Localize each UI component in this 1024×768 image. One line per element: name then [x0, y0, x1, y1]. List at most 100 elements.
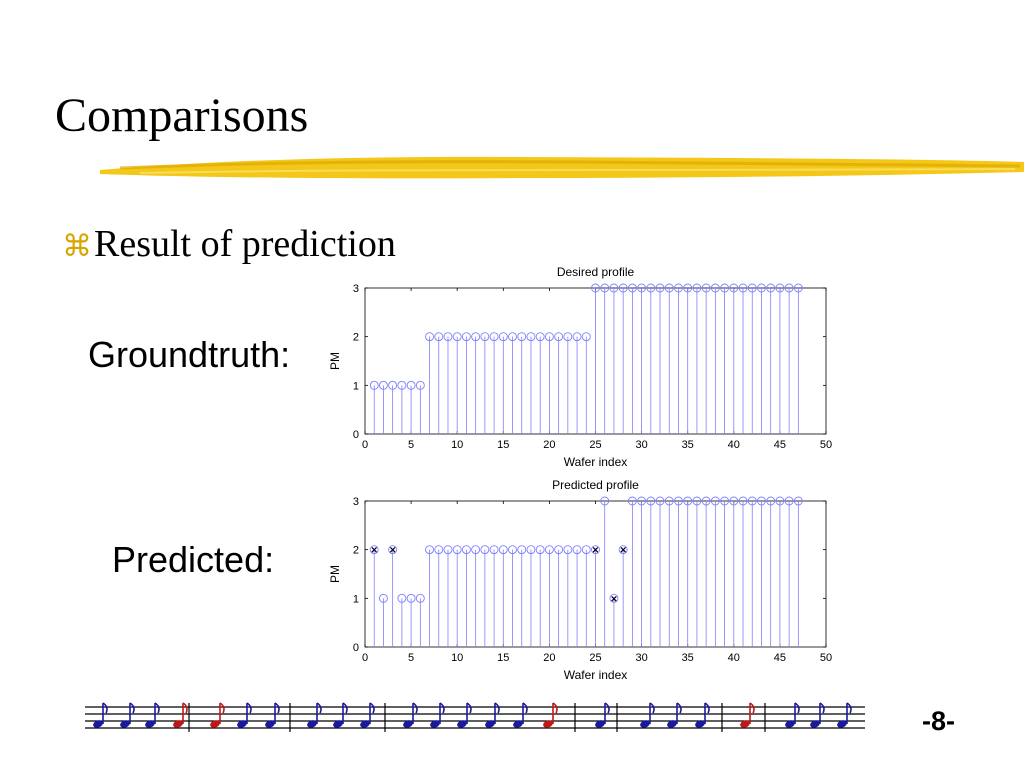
- music-note-head-icon: [485, 720, 495, 728]
- music-note-flag-icon: [129, 702, 135, 714]
- stem-marker: [471, 545, 481, 555]
- y-tick-label: 0: [353, 642, 359, 654]
- stem-marker: [508, 332, 517, 342]
- stem-marker: [655, 496, 665, 506]
- music-note-flag-icon: [522, 702, 528, 714]
- stem-marker: [544, 332, 554, 342]
- slide-title: Comparisons: [55, 89, 309, 142]
- music-note-head-icon: [430, 720, 440, 728]
- stem-marker: [784, 283, 794, 293]
- music-note-flag-icon: [494, 702, 500, 714]
- stem-marker: [443, 332, 453, 342]
- music-note-head-icon: [265, 720, 275, 728]
- y-tick-label: 1: [353, 380, 359, 392]
- error-marker: ×: [389, 545, 395, 557]
- stem-marker: [581, 545, 591, 555]
- music-note-head-icon: [145, 720, 155, 728]
- stem-marker: [554, 332, 564, 342]
- stem-marker: [581, 332, 591, 342]
- music-note-flag-icon: [749, 702, 755, 714]
- stem-marker: [526, 332, 536, 342]
- stem-marker: [692, 283, 702, 293]
- y-tick-label: 3: [353, 496, 359, 508]
- stem-marker: [415, 380, 425, 390]
- y-tick-label: 2: [353, 332, 359, 344]
- x-tick-label: 30: [635, 439, 647, 451]
- stem-marker: [489, 545, 499, 555]
- stem-marker: [775, 496, 785, 506]
- music-note-head-icon: [837, 720, 847, 728]
- music-note-head-icon: [785, 720, 795, 728]
- stem-marker: [710, 496, 720, 506]
- stem-marker: [544, 545, 554, 555]
- x-tick-label: 35: [682, 652, 694, 664]
- music-note-head-icon: [667, 720, 677, 728]
- music-note-head-icon: [173, 720, 183, 728]
- music-note-flag-icon: [316, 702, 322, 714]
- music-note-head-icon: [120, 720, 130, 728]
- error-marker: ×: [611, 593, 617, 605]
- stem-marker: [627, 283, 637, 293]
- music-note-flag-icon: [154, 702, 160, 714]
- title-brush-underline: [100, 156, 1024, 179]
- x-axis-label: Wafer index: [564, 668, 628, 682]
- stem-marker: [609, 593, 619, 603]
- predicted-label: Predicted:: [112, 539, 275, 580]
- error-marker: ×: [620, 545, 626, 557]
- stem-marker: [563, 545, 573, 555]
- stem-marker: [526, 545, 536, 555]
- error-marker: ×: [371, 545, 377, 557]
- stem-marker: [517, 332, 527, 342]
- music-note-flag-icon: [552, 702, 558, 714]
- x-tick-label: 25: [589, 439, 601, 451]
- stem-marker: [498, 545, 508, 555]
- stem-marker: [618, 545, 628, 555]
- stem-marker: [757, 283, 766, 293]
- stem-marker: [397, 380, 407, 390]
- music-note-head-icon: [237, 720, 247, 728]
- music-note-head-icon: [210, 720, 220, 728]
- stem-marker: [784, 496, 794, 506]
- stem-marker: [738, 496, 748, 506]
- stem-marker: [443, 545, 453, 555]
- stem-marker: [655, 283, 665, 293]
- stem-marker: [674, 283, 683, 293]
- stem-marker: [572, 332, 582, 342]
- x-tick-label: 15: [497, 439, 509, 451]
- y-tick-label: 2: [353, 545, 359, 557]
- music-note-head-icon: [640, 720, 650, 728]
- stem-marker: [618, 283, 628, 293]
- stem-marker: [397, 593, 407, 603]
- music-note-head-icon: [740, 720, 750, 728]
- x-tick-label: 20: [543, 439, 555, 451]
- stem-marker: [480, 332, 490, 342]
- music-note-flag-icon: [846, 702, 852, 714]
- music-note-flag-icon: [412, 702, 418, 714]
- y-axis-label: PM: [328, 352, 342, 370]
- x-tick-label: 10: [451, 652, 463, 664]
- stem-marker: [729, 496, 739, 506]
- stem-marker: [609, 283, 619, 293]
- stem-marker: [434, 545, 444, 555]
- command-bullet-icon: ⌘: [62, 229, 92, 264]
- music-note-head-icon: [695, 720, 705, 728]
- stem-marker: [600, 496, 610, 506]
- stem-marker: [369, 545, 379, 555]
- music-note-flag-icon: [819, 702, 825, 714]
- page-number: -8-: [922, 706, 955, 736]
- music-note-flag-icon: [182, 702, 188, 714]
- music-note-flag-icon: [704, 702, 710, 714]
- stem-marker: [701, 283, 711, 293]
- stem-marker: [369, 380, 379, 390]
- x-tick-label: 50: [820, 439, 832, 451]
- stem-marker: [729, 283, 739, 293]
- stem-marker: [600, 283, 610, 293]
- y-axis-label: PM: [328, 565, 342, 583]
- stem-marker: [461, 332, 471, 342]
- x-tick-label: 40: [728, 439, 740, 451]
- stem-marker: [554, 545, 564, 555]
- predicted-profile-chart: Predicted profile 0 5 10 15 20 25 30 35 40 45 50 0 1 2…: [328, 478, 832, 682]
- chart-title: Predicted profile: [552, 478, 639, 492]
- x-axis-label: Wafer index: [564, 455, 628, 469]
- music-notes-footer: [85, 702, 865, 732]
